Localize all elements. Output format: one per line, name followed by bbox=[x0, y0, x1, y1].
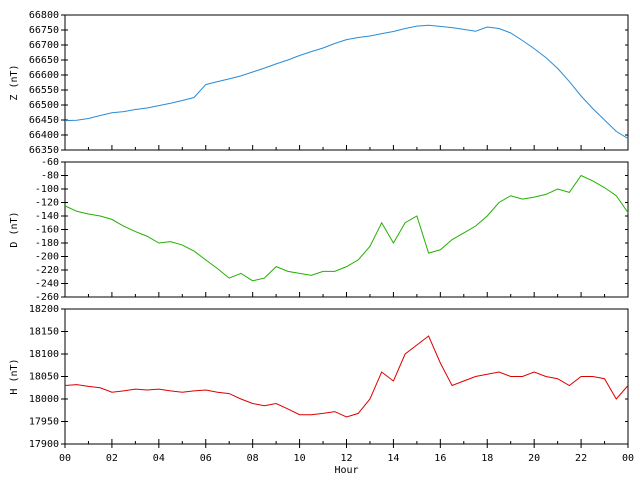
y-tick-label: -140 bbox=[35, 211, 59, 222]
y-tick-label: 66750 bbox=[29, 25, 59, 36]
y-tick-label: 66400 bbox=[29, 130, 59, 141]
x-tick-label: 10 bbox=[294, 453, 306, 464]
x-axis-label: Hour bbox=[334, 465, 358, 476]
y-tick-label: 66350 bbox=[29, 145, 59, 156]
x-tick-label: 14 bbox=[387, 453, 399, 464]
x-tick-label: 04 bbox=[153, 453, 165, 464]
y-tick-label: -180 bbox=[35, 238, 59, 249]
y-tick-label: 66550 bbox=[29, 85, 59, 96]
y-tick-label: 17950 bbox=[29, 417, 59, 428]
y-tick-label: -60 bbox=[41, 157, 59, 168]
x-tick-label: 08 bbox=[247, 453, 259, 464]
y-axis-label: H (nT) bbox=[9, 358, 20, 394]
y-tick-label: 66700 bbox=[29, 40, 59, 51]
x-tick-label: 00 bbox=[59, 453, 71, 464]
x-tick-label: 02 bbox=[106, 453, 118, 464]
y-tick-label: -80 bbox=[41, 171, 59, 182]
y-tick-label: 66800 bbox=[29, 10, 59, 21]
y-tick-label: -240 bbox=[35, 279, 59, 290]
x-tick-label: 20 bbox=[528, 453, 540, 464]
x-tick-label: 06 bbox=[200, 453, 212, 464]
y-axis-label: D (nT) bbox=[9, 211, 20, 247]
y-tick-label: 18200 bbox=[29, 304, 59, 315]
x-tick-label: 18 bbox=[481, 453, 493, 464]
plot-frame bbox=[64, 14, 629, 151]
y-tick-label: 18050 bbox=[29, 372, 59, 383]
data-line bbox=[64, 335, 629, 418]
plot-frame bbox=[64, 308, 629, 445]
y-tick-label: 66600 bbox=[29, 70, 59, 81]
x-tick-label: 12 bbox=[340, 453, 352, 464]
plot-frame bbox=[64, 161, 629, 298]
y-tick-label: 18000 bbox=[29, 394, 59, 405]
y-tick-label: -220 bbox=[35, 265, 59, 276]
y-tick-label: 17900 bbox=[29, 439, 59, 450]
data-line bbox=[64, 174, 629, 282]
x-tick-label: 16 bbox=[434, 453, 446, 464]
y-axis-label: Z (nT) bbox=[9, 64, 20, 100]
y-tick-label: -200 bbox=[35, 252, 59, 263]
x-tick-label: 22 bbox=[575, 453, 587, 464]
y-tick-label: 18100 bbox=[29, 349, 59, 360]
y-tick-label: -120 bbox=[35, 198, 59, 209]
y-tick-label: 66500 bbox=[29, 100, 59, 111]
x-tick-label: 00 bbox=[622, 453, 634, 464]
y-tick-label: 66450 bbox=[29, 115, 59, 126]
y-tick-label: -260 bbox=[35, 292, 59, 303]
y-tick-label: 66650 bbox=[29, 55, 59, 66]
y-tick-label: -100 bbox=[35, 184, 59, 195]
y-tick-label: -160 bbox=[35, 225, 59, 236]
y-tick-label: 18150 bbox=[29, 327, 59, 338]
data-line bbox=[64, 24, 629, 140]
